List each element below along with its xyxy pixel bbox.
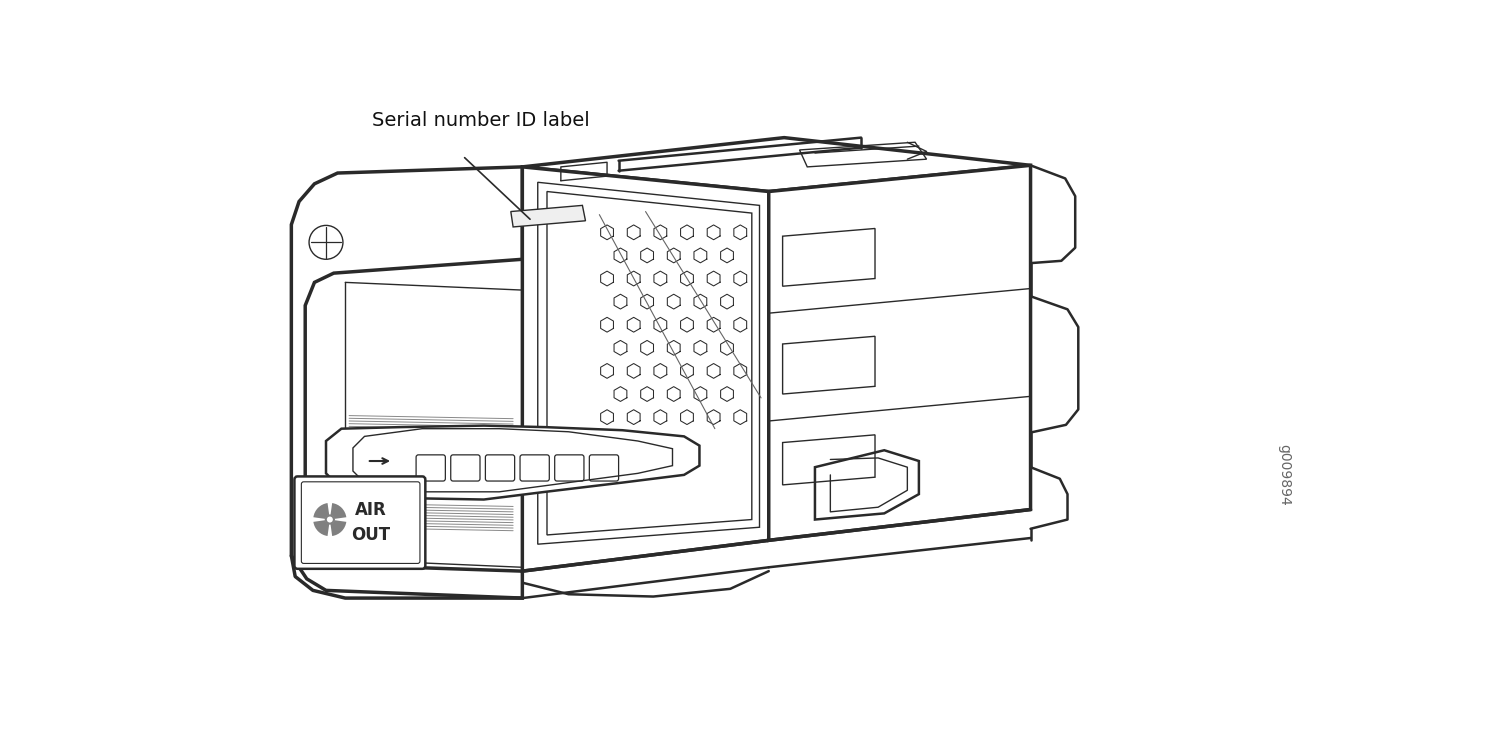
Wedge shape [330, 521, 346, 536]
Wedge shape [314, 503, 328, 519]
FancyBboxPatch shape [294, 476, 426, 568]
Wedge shape [314, 521, 328, 536]
Text: Serial number ID label: Serial number ID label [372, 111, 590, 130]
Polygon shape [768, 166, 1030, 540]
Polygon shape [326, 425, 699, 500]
Polygon shape [522, 167, 768, 571]
Text: OUT: OUT [351, 526, 390, 544]
Text: g009894: g009894 [1278, 444, 1292, 506]
Polygon shape [291, 167, 522, 598]
Polygon shape [522, 138, 1030, 192]
Wedge shape [330, 503, 346, 519]
Circle shape [326, 515, 334, 524]
Polygon shape [512, 205, 585, 227]
Text: AIR: AIR [356, 501, 387, 519]
